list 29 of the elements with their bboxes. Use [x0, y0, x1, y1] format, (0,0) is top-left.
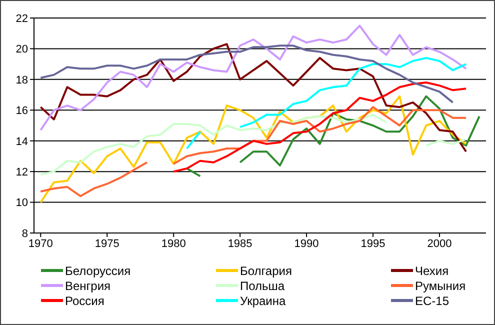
y-tick-label: 14 [16, 136, 28, 148]
legend-label: Венгрия [65, 278, 111, 292]
line-series [40, 95, 468, 204]
y-tick-label: 12 [16, 166, 28, 178]
legend-label: Чехия [415, 264, 449, 278]
legend-label: Россия [65, 294, 104, 308]
x-tick-label: 1970 [28, 238, 53, 250]
x-tick-label: 1995 [360, 238, 386, 250]
y-tick-label: 16 [16, 105, 28, 118]
y-tick-label: 20 [16, 44, 28, 56]
y-tick-label: 10 [16, 197, 28, 210]
x-tick-label: 1985 [228, 238, 252, 250]
legend-label: Болгария [240, 264, 292, 278]
legend-label: Украина [240, 294, 286, 308]
line-series [40, 24, 468, 132]
x-tick-label: 2000 [427, 238, 452, 250]
line-series [172, 82, 468, 173]
legend-label: ЕС-15 [415, 294, 450, 308]
line-series [40, 43, 468, 153]
y-tick-label: 22 [16, 12, 28, 25]
legend-label: Белоруссия [65, 264, 131, 278]
legend-label: Польша [240, 278, 285, 292]
line-series [40, 44, 454, 104]
y-tick-label: 8 [22, 228, 28, 240]
x-tick-label: 1975 [94, 238, 120, 250]
y-tick-label: 18 [16, 74, 28, 86]
x-tick-label: 1990 [294, 238, 319, 250]
x-tick-label: 1980 [161, 238, 186, 250]
legend-label: Румыния [415, 278, 466, 292]
